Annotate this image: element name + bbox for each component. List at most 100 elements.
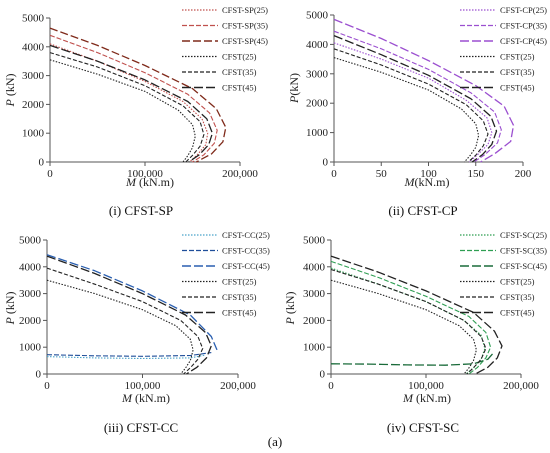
chart-caption: (i) CFST-SP	[109, 203, 173, 218]
legend-entry: CFST(35)	[222, 67, 257, 77]
legend-entry: CFST-SC(45)	[500, 261, 547, 271]
x-tick-label: 200,000	[222, 168, 258, 180]
series-line-2	[333, 18, 515, 163]
legend-entry: CFST(25)	[222, 52, 257, 62]
x-tick-label: 200	[515, 168, 532, 180]
y-tick-label: 4000	[306, 39, 329, 51]
series-line-2	[46, 254, 218, 351]
y-tick-label: 5000	[306, 10, 329, 22]
chart-panel-cfst-cc: 0 1000 2000 3000 4000 5000 0 100,000 200,000 M (k…	[3, 230, 270, 435]
legend-entry: CFST-SC(35)	[500, 246, 547, 256]
legend-entry: CFST(25)	[500, 277, 535, 287]
legend-entry: CFST-CP(45)	[500, 36, 547, 46]
legend-entry: CFST(45)	[222, 83, 257, 93]
y-tick-label: 5000	[303, 235, 326, 247]
series-line-0	[330, 267, 486, 375]
series-line-2	[49, 27, 227, 163]
series-line-4	[333, 48, 489, 163]
legend-entry: CFST-CP(25)	[500, 5, 547, 15]
series-line-1	[333, 30, 502, 163]
series-line-0	[333, 42, 493, 163]
chart-caption: (iv) CFST-SC	[387, 420, 459, 435]
series-line-4	[330, 268, 487, 375]
series-line-5	[46, 255, 212, 375]
legend-entry: CFST-SP(25)	[222, 5, 268, 15]
y-tick-label: 3000	[22, 70, 45, 82]
y-tick-label: 2000	[19, 315, 42, 327]
chart-panel-cfst-sp: 0 1000 2000 3000 4000 5000 0 100,000 200,000 M (k…	[3, 5, 268, 218]
x-tick-label: 100	[420, 168, 437, 180]
x-tick-label: 150	[468, 168, 485, 180]
y-tick-label: 0	[36, 369, 42, 381]
y-tick-label: 5000	[22, 13, 45, 25]
chart-caption: (ii) CFST-CP	[388, 203, 457, 218]
legend-entry: CFST(45)	[500, 308, 535, 318]
x-axis-title: M (kN.m)	[121, 391, 170, 405]
chart-panel-cfst-sc: 0 1000 2000 3000 4000 5000 0 100,000 200,000 M (k…	[283, 230, 547, 435]
x-tick-label: 100,000	[125, 380, 161, 392]
series-line-0	[46, 354, 205, 360]
y-tick-label: 5000	[19, 235, 42, 247]
y-tick-label: 0	[323, 157, 329, 169]
series-line-0	[49, 43, 209, 163]
legend-entry: CFST(45)	[222, 308, 257, 318]
legend-entry: CFST-CP(35)	[500, 21, 547, 31]
legend-entry: CFST(45)	[500, 83, 535, 93]
y-tick-label: 1000	[22, 128, 45, 140]
x-tick-label: 50	[376, 168, 388, 180]
y-tick-label: 0	[39, 157, 45, 169]
x-axis-title: M (kN.m)	[402, 391, 451, 405]
series-line-3	[49, 59, 196, 163]
series-line-5	[330, 255, 503, 375]
y-axis-title: P (kN)	[3, 291, 17, 325]
legend-entry: CFST(35)	[500, 67, 535, 77]
y-tick-label: 3000	[306, 68, 329, 80]
y-tick-label: 3000	[303, 288, 326, 300]
y-tick-label: 0	[320, 369, 326, 381]
chart-caption: (iii) CFST-CC	[104, 420, 178, 435]
figure-label: (a)	[268, 434, 282, 449]
series-line-2	[330, 353, 493, 366]
series-line-1	[46, 352, 212, 357]
y-tick-label: 1000	[306, 127, 329, 139]
y-tick-label: 2000	[303, 315, 326, 327]
x-tick-label: 0	[47, 168, 53, 180]
x-tick-label: 0	[44, 380, 50, 392]
series-line-4	[49, 52, 205, 163]
x-tick-label: 100,000	[127, 168, 163, 180]
series-line-1	[330, 260, 492, 375]
legend-entry: CFST(35)	[222, 292, 257, 302]
x-tick-label: 0	[331, 168, 337, 180]
series-line-5	[333, 34, 498, 163]
y-tick-label: 1000	[19, 342, 42, 354]
series-line-3	[333, 57, 480, 163]
x-tick-label: 200,000	[220, 380, 256, 392]
y-tick-label: 3000	[19, 288, 42, 300]
y-tick-label: 1000	[303, 342, 326, 354]
series-line-5	[49, 44, 214, 163]
x-axis-title: M (kN.m)	[125, 175, 174, 189]
series-line-3	[46, 279, 194, 375]
y-axis-title: P(kN)	[287, 73, 301, 104]
legend-entry: CFST-SC(25)	[500, 230, 547, 240]
legend-entry: CFST-SP(45)	[222, 36, 268, 46]
y-axis-title: P (kN)	[283, 291, 297, 325]
series-line-1	[49, 34, 218, 163]
x-tick-label: 200,000	[503, 380, 539, 392]
series-line-3	[330, 279, 477, 375]
y-axis-title: P (kN)	[3, 73, 17, 107]
legend-entry: CFST(25)	[500, 52, 535, 62]
x-axis-title: M(kN.m)	[404, 175, 450, 189]
series-line-4	[46, 267, 204, 375]
y-tick-label: 2000	[306, 98, 329, 110]
y-tick-label: 4000	[19, 261, 42, 273]
legend-entry: CFST-SP(35)	[222, 21, 268, 31]
legend-entry: CFST-CC(35)	[222, 246, 270, 256]
chart-panel-cfst-cp: 0 1000 2000 3000 4000 5000 0 50 100 150 200 M(kN.m)…	[287, 5, 547, 218]
x-tick-label: 0	[328, 380, 334, 392]
y-tick-label: 4000	[303, 261, 326, 273]
legend-entry: CFST(25)	[222, 277, 257, 287]
legend-entry: CFST-CC(25)	[222, 230, 270, 240]
y-tick-label: 2000	[22, 99, 45, 111]
